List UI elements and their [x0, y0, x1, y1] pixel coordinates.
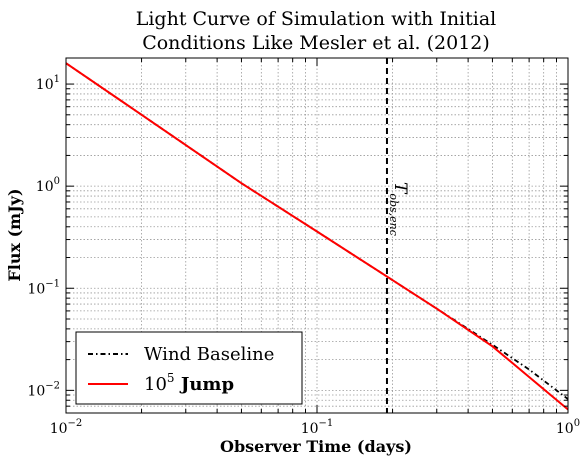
legend: Wind Baseline 105 Jump: [75, 331, 303, 405]
chart-title-line1: Light Curve of Simulation with Initial: [136, 8, 497, 30]
y-tick-label: 10−1: [27, 278, 60, 297]
legend-label: 105 Jump: [144, 371, 234, 395]
plot-lines: [65, 62, 569, 411]
y-tick-label: 10−2: [27, 380, 60, 399]
chart-title-line2: Conditions Like Mesler et al. (2012): [142, 32, 490, 54]
y-tick-label: 101: [36, 74, 60, 93]
legend-label: Wind Baseline: [144, 344, 274, 365]
x-axis-label: Observer Time (days): [220, 437, 412, 456]
plot-frame: [65, 57, 569, 414]
legend-box: [75, 331, 303, 405]
y-axis-label: Flux (mJy): [5, 188, 24, 281]
series-line-jump: [65, 62, 569, 411]
y-tick-label: 100: [36, 176, 60, 195]
x-tick-label: 100: [556, 418, 580, 437]
x-tick-label: 10−1: [301, 418, 334, 437]
x-tick-label: 10−2: [50, 418, 83, 437]
